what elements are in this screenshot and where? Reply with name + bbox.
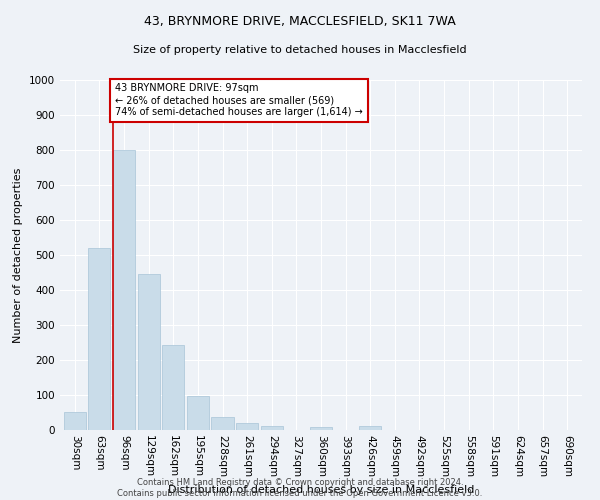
Bar — [310, 426, 332, 430]
Bar — [113, 150, 135, 430]
Bar — [236, 422, 258, 430]
Bar — [359, 426, 382, 430]
Bar — [187, 396, 209, 430]
Bar — [211, 416, 233, 430]
Bar — [162, 346, 184, 430]
Bar — [64, 412, 86, 430]
X-axis label: Distribution of detached houses by size in Macclesfield: Distribution of detached houses by size … — [168, 486, 474, 496]
Bar — [137, 274, 160, 430]
Text: 43, BRYNMORE DRIVE, MACCLESFIELD, SK11 7WA: 43, BRYNMORE DRIVE, MACCLESFIELD, SK11 7… — [144, 15, 456, 28]
Text: Contains HM Land Registry data © Crown copyright and database right 2024.
Contai: Contains HM Land Registry data © Crown c… — [118, 478, 482, 498]
Text: Size of property relative to detached houses in Macclesfield: Size of property relative to detached ho… — [133, 45, 467, 55]
Bar — [260, 426, 283, 430]
Bar — [88, 248, 110, 430]
Y-axis label: Number of detached properties: Number of detached properties — [13, 168, 23, 342]
Text: 43 BRYNMORE DRIVE: 97sqm
← 26% of detached houses are smaller (569)
74% of semi-: 43 BRYNMORE DRIVE: 97sqm ← 26% of detach… — [115, 84, 362, 116]
